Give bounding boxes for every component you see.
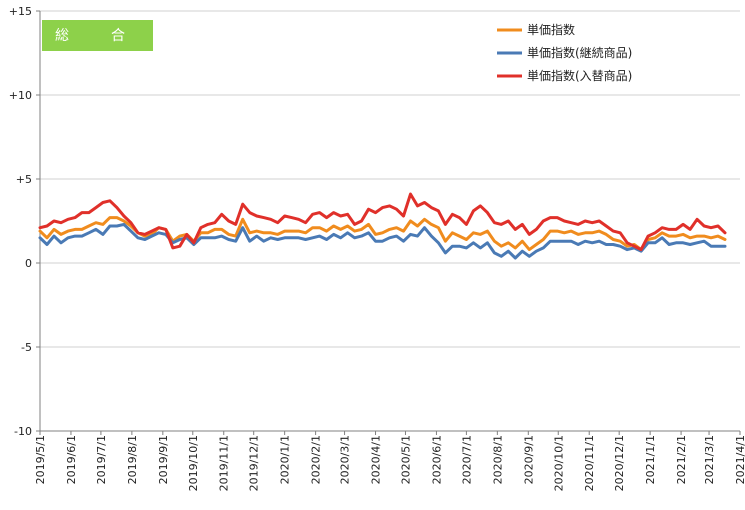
series-line [38,216,727,252]
x-tick-label: 2020/9/1 [522,435,535,484]
x-tick-label: 2020/1/1 [279,435,292,484]
x-tick-label: 2020/4/1 [370,435,383,484]
x-tick-label: 2019/12/1 [248,435,261,491]
x-tick-label: 2019/8/1 [126,435,139,484]
x-tick-label: 2020/12/1 [613,435,626,491]
grid-lines [40,10,740,348]
x-tick-label: 2021/3/1 [703,435,716,484]
x-tick-label: 2020/7/1 [460,435,473,484]
y-tick-label: +5 [16,173,32,186]
legend-label: 単価指数(継続商品) [527,45,632,60]
series-line [38,222,727,260]
x-tick-label: 2020/8/1 [491,435,504,484]
x-tick-label: 2019/5/1 [34,435,47,484]
x-tick-label: 2020/5/1 [399,435,412,484]
x-tick-label: 2019/7/1 [95,435,108,484]
series-lines [38,192,727,260]
x-tick-label: 2020/11/1 [583,435,596,491]
title-badge-background [42,20,153,51]
y-tick-label: -10 [14,425,32,438]
x-tick-label: 2021/1/1 [644,435,657,484]
chart-title: 総 合 [55,28,139,44]
y-tick-label: -5 [21,341,32,354]
x-tick-label: 2019/11/1 [218,435,231,491]
x-tick-label: 2019/9/1 [157,435,170,484]
x-tick-label: 2019/10/1 [187,435,200,491]
x-axis: 2019/5/1 2019/6/1 2019/7/1 2019/8/1 2019/9/1… [34,430,745,491]
y-tick-label: 0 [25,257,32,270]
x-tick-label: 2020/6/1 [430,435,443,484]
y-tick-label: +15 [9,5,32,18]
x-tick-label: 2021/4/1 [734,435,745,484]
legend-label: 単価指数 [527,22,575,37]
x-tick-label: 2020/3/1 [339,435,352,484]
x-tick-label: 2020/2/1 [310,435,323,484]
x-tick-label: 2021/2/1 [675,435,688,484]
series-line [38,192,727,252]
y-tick-label: +10 [9,89,32,102]
legend-label: 単価指数(入替商品) [527,68,632,83]
y-axis: +15 +10 +5 0 -5 -10 [9,5,41,438]
x-tick-label: 2020/10/1 [552,435,565,491]
title-badge: 総 合 [42,20,153,51]
x-tick-label: 2019/6/1 [65,435,78,484]
